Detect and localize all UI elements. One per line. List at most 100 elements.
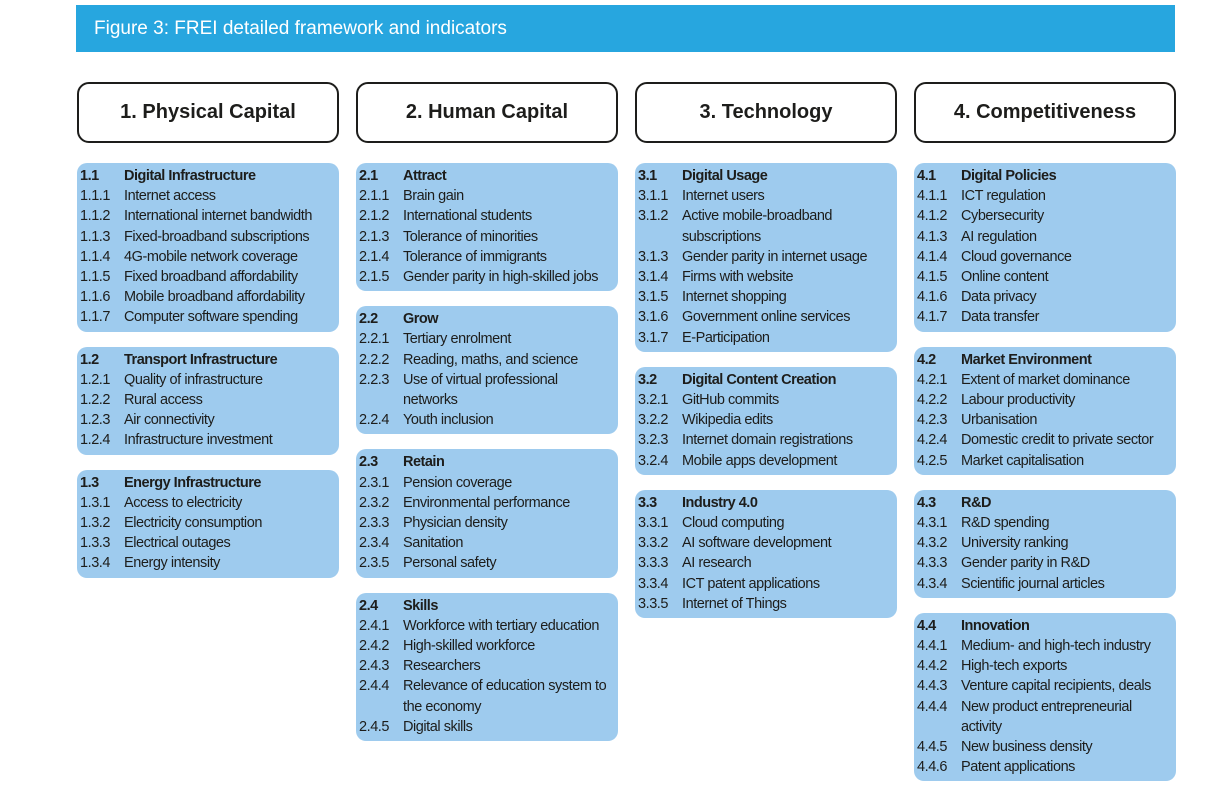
indicator-row: 4.4.4 New product entrepreneurial activit…: [917, 697, 1172, 737]
indicator-label: Mobile apps development: [682, 452, 837, 469]
indicator-row: 4.3.1 R&D spending: [917, 513, 1172, 533]
group-number: 3.1: [638, 168, 657, 184]
indicator-group: 4.1 Digital Policies 4.1.1 ICT regulation 4.…: [914, 163, 1176, 332]
indicator-number: 2.1.4: [359, 248, 389, 265]
indicator-label: Venture capital recipients, deals: [961, 678, 1151, 695]
indicator-label: Gender parity in R&D: [961, 555, 1090, 572]
indicator-group: 3.1 Digital Usage 3.1.1 Internet users 3.1.2…: [635, 163, 897, 352]
indicator-number: 3.3.3: [638, 555, 668, 572]
indicator-row: 3.1.7 E-Participation: [638, 328, 893, 348]
indicator-row: 2.3.3 Physician density: [359, 513, 614, 533]
group-title-row: 2.4 Skills: [359, 596, 614, 616]
indicator-label: Electrical outages: [124, 535, 231, 552]
indicator-label: Workforce with tertiary education: [403, 617, 600, 634]
indicator-group: 2.3 Retain 2.3.1 Pension coverage 2.3.2 Envir…: [356, 449, 618, 578]
indicator-label: Tolerance of immigrants: [403, 248, 547, 265]
indicator-row: 3.3.4 ICT patent applications: [638, 574, 893, 594]
group-title: Innovation: [961, 617, 1030, 634]
group-title: Retain: [403, 454, 445, 471]
indicator-number: 4.4.1: [917, 638, 947, 655]
indicator-number: 1.2.3: [80, 412, 110, 429]
indicator-number: 3.1.1: [638, 188, 668, 205]
indicator-label: AI research: [682, 555, 752, 572]
indicator-label: Fixed-broadband subscriptions: [124, 228, 310, 245]
indicator-number: 2.4.3: [359, 658, 389, 675]
indicator-row: 1.3.2 Electricity consumption: [80, 513, 335, 533]
indicator-label: Medium- and high-tech industry: [961, 638, 1151, 655]
indicator-number: 3.1.7: [638, 329, 668, 346]
indicator-row: 4.1.4 Cloud governance: [917, 247, 1172, 267]
indicator-label: Extent of market dominance: [961, 371, 1130, 388]
group-number: 4.4: [917, 617, 936, 634]
indicator-label: Cloud computing: [682, 515, 785, 532]
indicator-row: 4.1.5 Online content: [917, 267, 1172, 287]
indicator-label: 4G-mobile network coverage: [124, 248, 298, 265]
indicator-row: 4.1.1 ICT regulation: [917, 186, 1172, 206]
indicator-number: 4.3.4: [917, 575, 947, 592]
indicator-label: Cybersecurity: [961, 208, 1044, 225]
group-title: Digital Policies: [961, 168, 1057, 184]
indicator-row: 1.2.4 Infrastructure investment: [80, 430, 335, 450]
indicator-row: 2.1.5 Gender parity in high-skilled jobs: [359, 267, 614, 287]
indicator-number: 3.2.3: [638, 432, 668, 449]
group-title: Transport Infrastructure: [124, 351, 278, 368]
indicator-label: Infrastructure investment: [124, 432, 273, 449]
indicator-row: 4.1.7 Data transfer: [917, 307, 1172, 327]
indicator-row: 1.2.3 Air connectivity: [80, 410, 335, 430]
group-title: Market Environment: [961, 351, 1092, 368]
indicator-label: Data transfer: [961, 309, 1039, 326]
indicator-label: Digital skills: [403, 718, 473, 735]
indicator-row: 2.2.2 Reading, maths, and science: [359, 350, 614, 370]
indicator-group: 1.2 Transport Infrastructure 1.2.1 Quality …: [77, 346, 339, 455]
indicator-label: Wikipedia edits: [682, 412, 773, 429]
indicator-number: 3.1.3: [638, 248, 668, 265]
indicator-label: Use of virtual professional networks: [403, 371, 558, 409]
indicator-number: 1.2.4: [80, 432, 110, 449]
indicator-label: Fixed broadband affordability: [124, 269, 298, 286]
indicator-label: Urbanisation: [961, 412, 1038, 429]
indicator-label: ICT patent applications: [682, 575, 820, 592]
indicator-number: 3.3.5: [638, 595, 668, 612]
indicator-number: 1.3.2: [80, 515, 110, 532]
indicator-number: 3.2.4: [638, 452, 668, 469]
group-number: 4.1: [917, 168, 936, 184]
indicator-number: 3.1.4: [638, 269, 668, 286]
group-number: 2.3: [359, 454, 378, 471]
indicator-number: 3.2.2: [638, 412, 668, 429]
indicator-row: 4.1.6 Data privacy: [917, 287, 1172, 307]
indicator-number: 2.3.4: [359, 535, 389, 552]
indicator-number: 4.1.6: [917, 289, 947, 306]
pillar-header: 2. Human Capital: [356, 82, 618, 143]
indicator-label: International students: [403, 208, 532, 225]
indicator-row: 1.1.5 Fixed broadband affordability: [80, 267, 335, 287]
indicator-number: 2.1.1: [359, 188, 389, 205]
indicator-label: Labour productivity: [961, 392, 1075, 409]
indicator-number: 1.3.1: [80, 494, 110, 511]
indicator-number: 1.3.4: [80, 555, 110, 572]
indicator-group: 2.1 Attract 2.1.1 Brain gain 2.1.2 Internatio…: [356, 163, 618, 292]
indicator-number: 2.1.3: [359, 228, 389, 245]
indicator-row: 4.2.2 Labour productivity: [917, 390, 1172, 410]
indicator-row: 4.3.2 University ranking: [917, 533, 1172, 553]
indicator-label: Relevance of education system to the eco…: [403, 678, 607, 715]
indicator-label: Researchers: [403, 658, 481, 675]
indicator-label: Energy intensity: [124, 555, 220, 572]
indicator-number: 2.2.3: [359, 371, 389, 388]
indicator-label: Personal safety: [403, 555, 497, 572]
framework-column: 2. Human Capital 2.1 Attract 2.1.1 Brain gai…: [356, 82, 618, 796]
group-title-row: 2.3 Retain: [359, 452, 614, 472]
group-title: R&D: [961, 494, 991, 511]
indicator-row: 3.1.2 Active mobile-broadband subscriptio…: [638, 206, 893, 246]
indicator-row: 2.2.4 Youth inclusion: [359, 410, 614, 430]
indicator-row: 1.3.4 Energy intensity: [80, 553, 335, 573]
group-number: 2.4: [359, 597, 378, 614]
indicator-row: 3.2.3 Internet domain registrations: [638, 430, 893, 450]
indicator-row: 3.3.5 Internet of Things: [638, 594, 893, 614]
indicator-row: 1.1.7 Computer software spending: [80, 307, 335, 327]
indicator-number: 4.3.1: [917, 515, 947, 532]
group-title-row: 3.1 Digital Usage: [638, 166, 893, 186]
indicator-row: 4.4.1 Medium- and high-tech industry: [917, 636, 1172, 656]
indicator-group: 4.2 Market Environment 4.2.1 Extent of mark…: [914, 346, 1176, 475]
indicator-label: International internet bandwidth: [124, 208, 312, 225]
indicator-row: 1.1.2 International internet bandwidth: [80, 206, 335, 226]
